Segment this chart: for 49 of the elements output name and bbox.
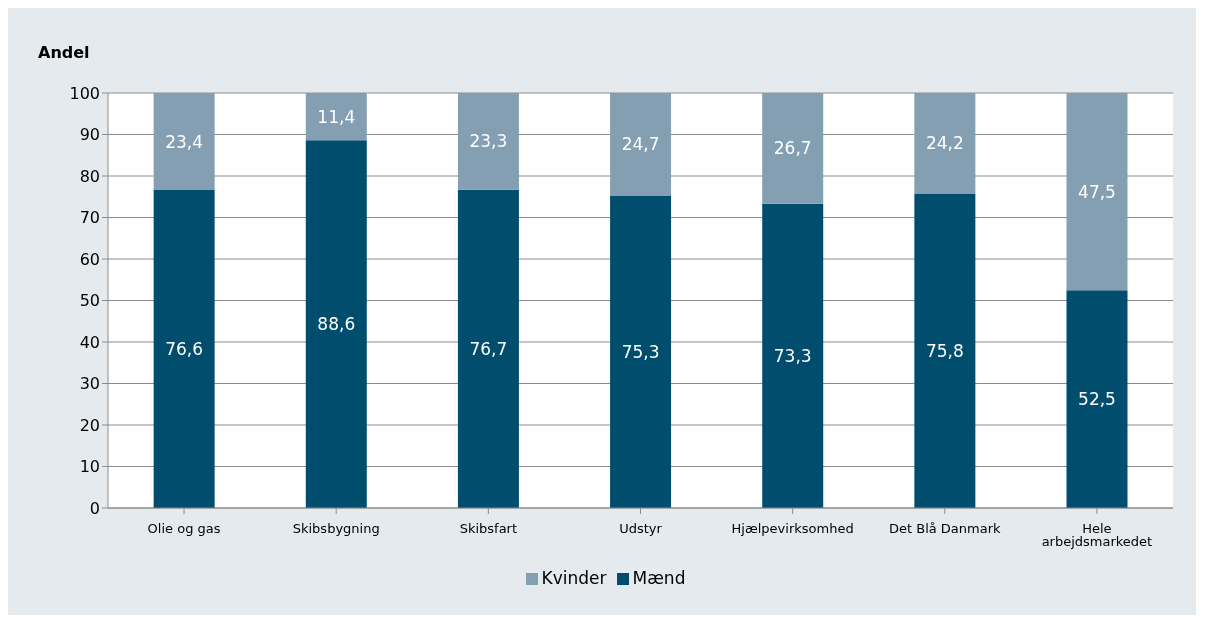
y-tick-label: 70 — [79, 208, 100, 228]
data-label: 76,7 — [469, 338, 508, 359]
bar — [610, 93, 672, 196]
bar — [153, 93, 215, 191]
bar — [762, 203, 824, 508]
x-tick-label: Udstyr — [619, 521, 663, 537]
bar — [457, 189, 519, 508]
data-label: 47,5 — [1078, 181, 1116, 202]
x-tick-label: Hjælpevirksomhed — [731, 521, 854, 537]
data-label: 26,7 — [773, 138, 812, 159]
data-label: 11,4 — [317, 106, 356, 127]
bar — [914, 93, 976, 194]
data-label: 23,4 — [165, 131, 204, 152]
bar — [762, 93, 824, 204]
bar — [305, 140, 367, 508]
data-label: 24,7 — [621, 134, 660, 155]
bar — [914, 193, 976, 508]
data-label: 24,2 — [925, 133, 964, 154]
data-label: 75,3 — [621, 341, 660, 362]
y-tick-label: 30 — [79, 374, 100, 394]
y-tick-label: 80 — [79, 166, 100, 186]
x-tick-label: Skibsfart — [459, 521, 518, 537]
x-tick-label: Olie og gas — [147, 521, 221, 537]
data-label: 73,3 — [773, 345, 812, 366]
y-tick-label: 40 — [79, 332, 100, 352]
y-tick-label: 60 — [79, 249, 100, 269]
data-label: 76,6 — [165, 339, 204, 360]
x-tick-label: Hele arbejdsmarkedet — [1041, 521, 1153, 550]
y-tick-label: 20 — [79, 415, 100, 435]
legend-label: Mænd — [632, 568, 686, 588]
data-label: 88,6 — [317, 314, 356, 335]
legend-label: Kvinder — [541, 568, 607, 588]
bar — [1066, 93, 1128, 291]
y-tick-label: 90 — [79, 125, 100, 145]
bar — [305, 93, 367, 141]
y-tick-label: 100 — [69, 83, 100, 103]
bar — [1066, 290, 1128, 508]
x-tick-label: Skibsbygning — [292, 521, 380, 537]
y-tick-label: 0 — [89, 498, 100, 518]
data-label: 52,5 — [1078, 389, 1116, 410]
data-label: 75,8 — [925, 340, 964, 361]
bar — [610, 195, 672, 508]
y-tick-label: 10 — [79, 457, 100, 477]
y-axis-title: Andel — [38, 43, 90, 62]
data-label: 23,3 — [469, 131, 508, 152]
bar — [457, 93, 519, 190]
bar — [153, 190, 215, 508]
x-tick-label: Det Blå Danmark — [888, 521, 1002, 537]
y-tick-label: 50 — [79, 291, 100, 311]
